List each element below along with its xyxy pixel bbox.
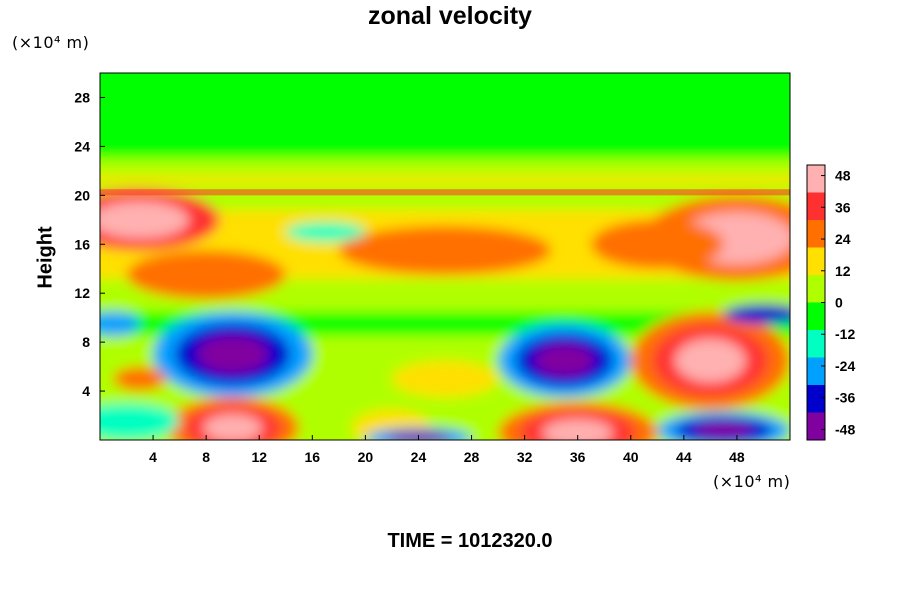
colorbar-tick-label: 0 [835,295,843,311]
velocity-contour [126,250,286,300]
y-axis-unit: (×10⁴ m) [12,33,90,52]
x-tick-label: 36 [570,449,586,465]
time-label: TIME = 1012320.0 [387,530,553,552]
x-tick-label: 8 [202,449,210,465]
upper-zero-band [100,73,790,159]
colorbar-tick-label: 24 [835,231,851,247]
velocity-contour [352,409,432,440]
x-tick-label: 48 [729,449,745,465]
colorbar-tick-label: 48 [835,168,851,184]
plot-frame [99,72,791,441]
x-tick-label: 44 [676,449,692,465]
velocity-contour [100,403,180,440]
velocity-contour [338,225,552,275]
colorbar-tick-label: 36 [835,199,851,215]
velocity-contour [285,222,366,242]
velocity-contour [694,422,754,439]
velocity-contour [113,366,167,392]
x-tick-label: 24 [411,449,427,465]
velocity-contour [534,344,594,377]
x-tick-label: 20 [358,449,374,465]
y-tick-label: 24 [74,138,90,154]
colorbar-tick-label: -12 [835,326,855,342]
velocity-contour [197,335,269,374]
upper-yellow-band [100,175,790,185]
velocity-contour [723,304,790,324]
y-tick-label: 4 [82,383,90,399]
velocity-contour [391,360,499,398]
velocity-contour [542,419,614,440]
velocity-contour [675,338,746,383]
x-axis: 4 8 12 16 20 24 28 32 36 40 44 48 [149,435,745,465]
x-tick-label: 4 [149,449,157,465]
colorbar-tick-label: 12 [835,263,851,279]
x-tick-label: 12 [251,449,267,465]
y-tick-label: 28 [74,89,90,105]
jet-line [100,189,790,196]
x-tick-label: 16 [305,449,321,465]
chart-title: zonal velocity [368,2,532,30]
velocity-field [100,73,790,440]
y-tick-label: 16 [74,236,90,252]
colorbar-tick-label: -24 [835,358,855,374]
y-tick-label: 8 [82,334,90,350]
velocity-contour [203,414,263,440]
velocity-contour [590,219,724,269]
y-axis: 4 8 12 16 20 24 28 [74,89,105,399]
colorbar-tick-label: -36 [835,390,855,406]
x-tick-label: 28 [464,449,480,465]
y-tick-label: 20 [74,187,90,203]
x-tick-label: 40 [623,449,639,465]
velocity-contour [100,200,189,239]
colorbar-tick-label: -48 [835,421,855,437]
y-tick-label: 12 [74,285,90,301]
colorbar-ticks: 48 36 24 12 0 -12 -24 -36 -48 [821,168,855,437]
x-axis-unit: (×10⁴ m) [713,472,791,491]
velocity-contour [100,311,140,337]
x-tick-label: 32 [517,449,533,465]
